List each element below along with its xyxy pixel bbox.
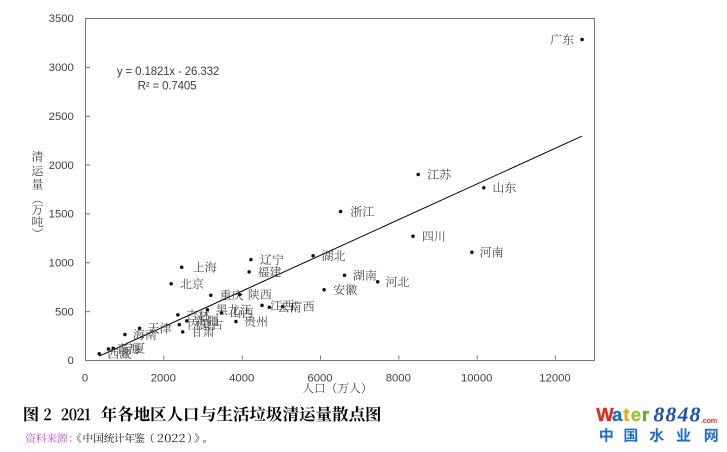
svg-text:2500: 2500 — [49, 111, 74, 123]
svg-text:0: 0 — [82, 372, 88, 384]
svg-text:.com: .com — [701, 416, 717, 425]
svg-text:4000: 4000 — [229, 372, 254, 384]
svg-text:e: e — [631, 404, 641, 425]
svg-text:3500: 3500 — [49, 13, 74, 25]
svg-text:a: a — [612, 404, 623, 425]
svg-text:t: t — [623, 404, 629, 425]
svg-text:R² = 0.7405: R² = 0.7405 — [138, 80, 197, 92]
svg-text:2000: 2000 — [151, 372, 176, 384]
svg-text:10000: 10000 — [461, 372, 492, 384]
svg-text:500: 500 — [55, 306, 74, 318]
svg-text:y = 0.1821x - 26.332: y = 0.1821x - 26.332 — [117, 66, 219, 78]
svg-text:W: W — [596, 404, 614, 425]
svg-text:0: 0 — [68, 355, 74, 367]
svg-text:1500: 1500 — [49, 209, 74, 221]
svg-text:3000: 3000 — [49, 62, 74, 74]
svg-text:2000: 2000 — [49, 160, 74, 172]
svg-text:8848: 8848 — [654, 403, 702, 427]
svg-text:12000: 12000 — [539, 372, 570, 384]
svg-text:1000: 1000 — [49, 258, 74, 270]
svg-text:6000: 6000 — [307, 372, 332, 384]
svg-text:r: r — [642, 404, 649, 425]
svg-text:8000: 8000 — [386, 372, 411, 384]
